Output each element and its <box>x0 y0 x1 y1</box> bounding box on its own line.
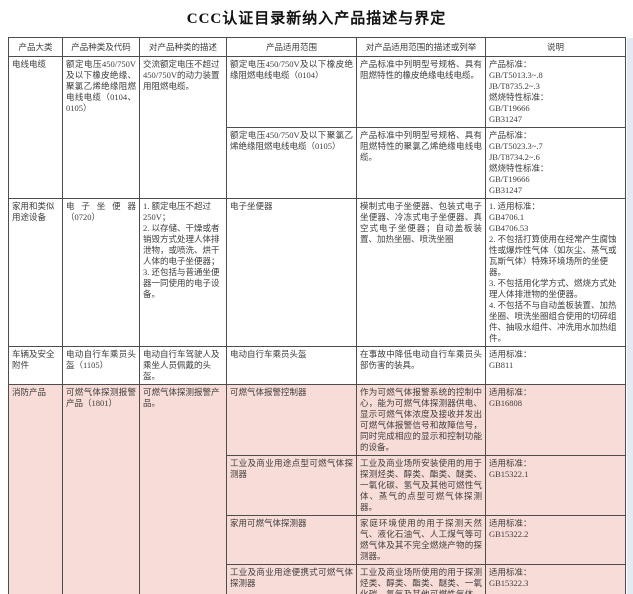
cell-scope-desc: 家庭环境使用的用于探测天然气、液化石油气、人工煤气等可燃气体及其不完全燃烧产物的… <box>356 515 486 565</box>
cell-scope: 电动自行车乘员头盔 <box>226 346 357 385</box>
cell-scope: 工业及商业用途便携式可燃气体探测器 <box>226 564 357 594</box>
cell-scope: 可燃气体报警控制器 <box>226 384 357 456</box>
table-row: 家用可燃气体探测器 家庭环境使用的用于探测天然气、液化石油气、人工煤气等可燃气体及… <box>9 515 626 565</box>
cell-note: 产品标准： GB/T5013.3~.8 JB/T8735.2~.3 燃烧特性标准… <box>485 56 626 128</box>
cell-scope-desc: 产品标准中列明型号规格、具有阻燃特性的橡皮绝缘电线电缆。 <box>356 56 486 128</box>
cell-scope: 额定电压450/750V及以下橡皮绝缘阻燃电线电缆（0104） <box>226 56 357 128</box>
table-header-row: 产品大类 产品种类及代码 对产品种类的描述 产品适用范围 对产品适用范围的描述或… <box>8 37 626 57</box>
cell-category: 家用和类似用途设备 <box>8 198 63 347</box>
cell-scope: 工业及商业用途点型可燃气体探测器 <box>226 455 357 516</box>
cell-scope: 额定电压450/750V及以下聚氯乙烯绝缘阻燃电线电缆（0105） <box>226 127 357 199</box>
cell-type-code: 额定电压450/750V及以下橡皮绝缘、聚氯乙烯绝缘阻燃电线电缆（0104、01… <box>62 56 140 199</box>
cell-note: 适用标准： GB811 <box>485 346 626 385</box>
page-edge-strip <box>627 38 633 594</box>
table-row: 家用和类似用途设备 电子坐便器（0720） 1. 额定电压不超过250V； 2. 以… <box>8 198 626 347</box>
table-row: 车辆及安全附件 电动自行车乘员头盔（1105） 电动自行车驾驶人及乘坐人员佩戴的头盔… <box>8 346 626 385</box>
cell-note: 产品标准： GB/T5023.3~.7 JB/T8734.2~.6 燃烧特性标准… <box>485 127 626 199</box>
cell-note: 适用标准： GB15322.1 <box>485 455 626 516</box>
table-row: 电线电缆 额定电压450/750V及以下橡皮绝缘、聚氯乙烯绝缘阻燃电线电缆（010… <box>8 56 626 199</box>
cell-note: 适用标准： GB16808 <box>485 384 626 456</box>
cell-scope-desc: 模制式电子坐便器、包装式电子坐便器、冷冻式电子坐便器、真空式电子坐便器；自动盖板… <box>356 198 486 347</box>
cell-type-code: 电子坐便器（0720） <box>62 198 140 347</box>
cell-note: 适用标准： GB15322.2 <box>485 515 626 565</box>
cell-scope: 家用可燃气体探测器 <box>226 515 357 565</box>
header-notes: 说明 <box>485 37 626 57</box>
cell-scope: 电子坐便器 <box>226 198 357 347</box>
cell-note: 1. 适用标准： GB4706.1 GB4706.53 2. 不包括打算使用在经… <box>485 198 626 347</box>
table-row: 工业及商业用途便携式可燃气体探测器 工业及商业场所使用的用于探测烃类、醇类、酯类、… <box>9 564 626 594</box>
cell-note: 适用标准： GB15322.3 <box>485 564 626 594</box>
header-product-category: 产品大类 <box>8 37 63 57</box>
table-body: 电线电缆 额定电压450/750V及以下橡皮绝缘、聚氯乙烯绝缘阻燃电线电缆（010… <box>8 56 626 594</box>
page-title: CCC认证目录新纳入产品描述与界定 <box>186 11 447 27</box>
cell-type-desc: 交流额定电压不超过450/750V的动力装置用阻燃电缆。 <box>139 56 227 199</box>
header-type-code: 产品种类及代码 <box>62 37 140 57</box>
cell-scope-desc: 工业及商业场所安装使用的用于探测烃类、醇类、酯类、醚类、一氧化碳、氢气及其他可燃… <box>356 455 486 516</box>
cell-type-code: 电动自行车乘员头盔（1105） <box>62 346 140 385</box>
cell-scope-desc: 作为可燃气体报警系统的控制中心，能为可燃气体探测器供电、显示可燃气体浓度及接收并… <box>356 384 486 456</box>
cell-type-code: 可燃气体探测报警产品（1801） <box>62 384 140 594</box>
cell-category: 车辆及安全附件 <box>8 346 63 385</box>
cell-category: 消防产品 <box>8 384 63 594</box>
cell-type-desc: 1. 额定电压不超过250V； 2. 以存储、干燥或者销毁方式处理人体排泄物，或… <box>139 198 227 347</box>
header-scope-description: 对产品适用范围的描述或列举 <box>356 37 486 57</box>
cell-scope-desc: 产品标准中列明型号规格、具有阻燃特性的聚氯乙烯绝缘电线电缆。 <box>356 127 486 199</box>
cell-category: 电线电缆 <box>8 56 63 199</box>
cell-type-desc: 可燃气体探测报警产品。 <box>139 384 227 594</box>
header-scope: 产品适用范围 <box>226 37 357 57</box>
cell-type-desc: 电动自行车驾驶人及乘坐人员佩戴的头盔。 <box>139 346 227 385</box>
ccc-product-table: 产品大类 产品种类及代码 对产品种类的描述 产品适用范围 对产品适用范围的描述或… <box>8 37 626 594</box>
cell-scope-desc: 在事故中降低电动自行车乘员头部伤害的装具。 <box>356 346 486 385</box>
cell-scope-desc: 工业及商业场所使用的用于探测烃类、醇类、酯类、醚类、一氧化碳、氢气及其他可燃性气… <box>356 564 486 594</box>
table-row: 消防产品 可燃气体探测报警产品（1801） 可燃气体探测报警产品。 可燃气体报警控制器… <box>8 384 626 594</box>
header-type-description: 对产品种类的描述 <box>139 37 227 57</box>
table-row: 工业及商业用途点型可燃气体探测器 工业及商业场所安装使用的用于探测烃类、醇类、酯类… <box>9 455 626 516</box>
